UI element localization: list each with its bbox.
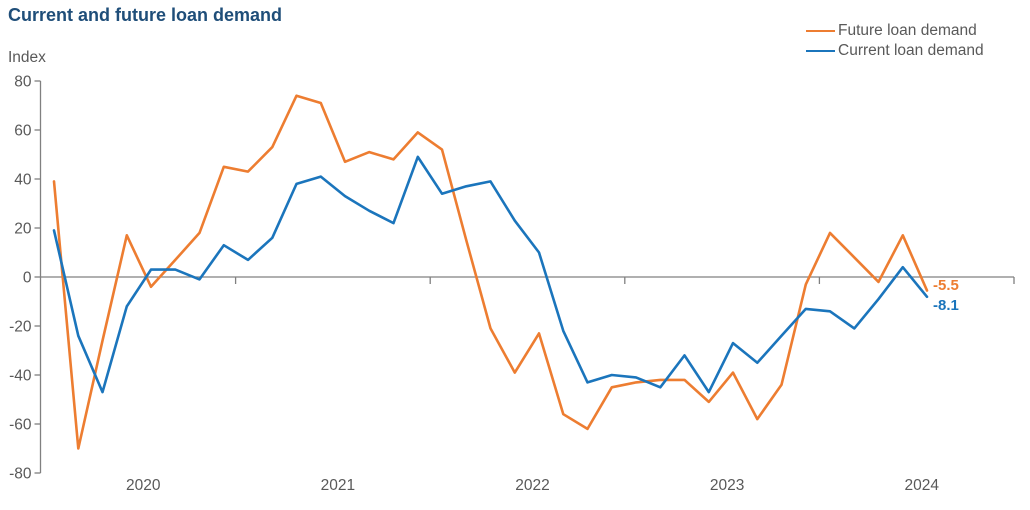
current-line-swatch-icon — [806, 49, 835, 53]
y-tick-label: -80 — [9, 466, 32, 483]
y-tick-label: 80 — [14, 74, 32, 91]
y-tick-label: 0 — [23, 270, 32, 287]
future-loan-demand-line — [52, 94, 929, 450]
current-end-value-label: -8.1 — [933, 297, 959, 314]
legend-label-future: Future loan demand — [838, 22, 977, 39]
legend-label-current: Current loan demand — [838, 42, 984, 59]
y-axis-title: Index — [8, 49, 46, 66]
x-tick-label: 2020 — [126, 477, 161, 494]
chart-title: Current and future loan demand — [8, 5, 283, 25]
y-tick-label: 60 — [14, 123, 32, 140]
future-end-value-label: -5.5 — [933, 277, 959, 294]
current-loan-demand-line — [52, 155, 929, 394]
y-tick-label: -40 — [9, 368, 32, 385]
legend-item-current: Current loan demand — [806, 41, 984, 61]
x-tick-label: 2024 — [904, 477, 939, 494]
x-tick-label: 2022 — [515, 477, 549, 494]
y-tick-label: -20 — [9, 319, 32, 336]
future-line-swatch-icon — [806, 29, 835, 33]
y-tick-label: -60 — [9, 417, 32, 434]
y-tick-label: 40 — [14, 172, 32, 189]
legend: Future loan demand Current loan demand — [806, 21, 984, 61]
legend-item-future: Future loan demand — [806, 21, 984, 41]
x-tick-label: 2023 — [710, 477, 744, 494]
y-tick-label: 20 — [14, 221, 32, 238]
x-tick-label: 2021 — [321, 477, 355, 494]
